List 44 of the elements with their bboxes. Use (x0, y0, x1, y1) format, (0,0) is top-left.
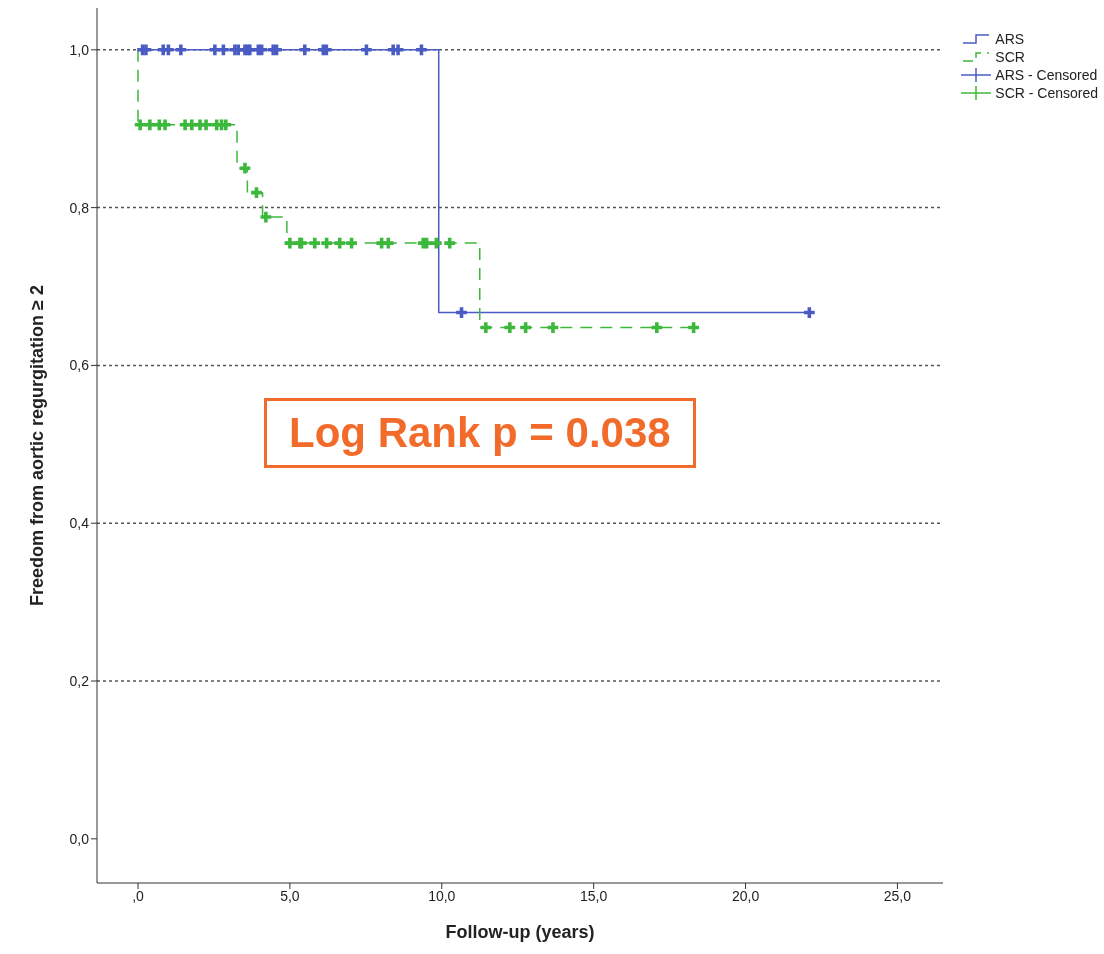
point (547, 322, 559, 333)
point (416, 44, 427, 56)
legend-label: ARS (995, 31, 1025, 47)
y-tick-label: 0,6 (69, 357, 90, 374)
y-tick-label: 1,0 (69, 41, 90, 58)
legend-label: SCR - Censored (995, 85, 1098, 101)
y-tick-label: 0,4 (69, 515, 90, 532)
point (361, 44, 372, 56)
point (284, 237, 296, 249)
point (430, 237, 442, 249)
y-tick-label: 0,2 (69, 672, 90, 689)
x-tick-label: 15,0 (580, 887, 608, 904)
point (140, 44, 152, 56)
legend-label: SCR (995, 49, 1025, 65)
x-tick-label: 20,0 (731, 887, 760, 904)
y-axis-title: Freedom from aortic regurgitation ≥ 2 (27, 285, 48, 606)
point (218, 44, 229, 56)
point (444, 237, 456, 249)
point (256, 44, 268, 56)
y-tick-label: 0,8 (69, 199, 90, 216)
point (346, 237, 357, 249)
x-axis-title: Follow-up (years) (445, 922, 595, 942)
x-tick-label: 25,0 (883, 887, 912, 904)
point (260, 211, 272, 223)
point (239, 162, 251, 174)
point (504, 322, 516, 333)
point (421, 237, 432, 249)
x-tick-label: 5,0 (280, 887, 300, 904)
point (334, 237, 346, 249)
point (321, 237, 333, 249)
x-tick-label: 10,0 (428, 887, 456, 904)
x-tick-label: ,0 (132, 887, 145, 904)
point (309, 237, 321, 249)
point (175, 44, 187, 56)
annotation: Log Rank p = 0.038 (264, 398, 696, 468)
point (299, 44, 311, 56)
point (144, 119, 156, 131)
y-tick-label: 0,0 (69, 830, 90, 847)
point (271, 44, 282, 56)
legend-label: ARS - Censored (995, 67, 1098, 83)
point (382, 237, 394, 249)
point (200, 119, 212, 131)
point (651, 322, 663, 333)
point (480, 322, 492, 333)
